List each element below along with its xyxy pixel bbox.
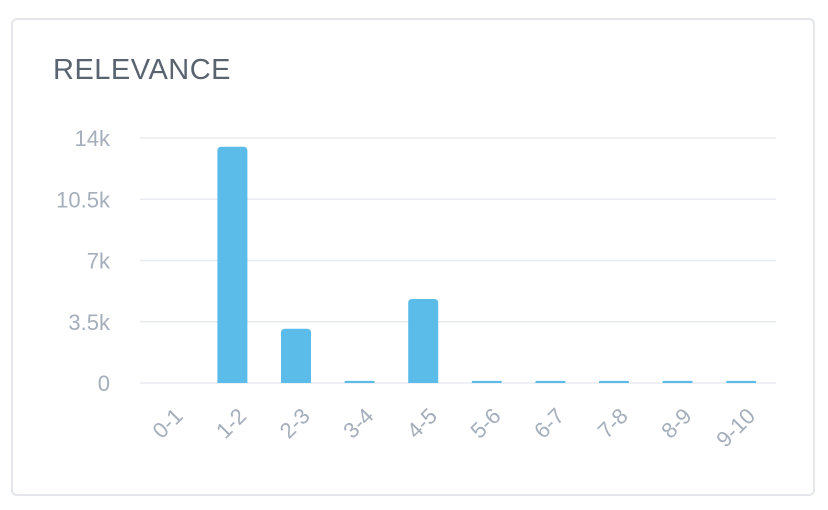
chart-title: RELEVANCE — [53, 54, 232, 86]
y-tick-label: 0 — [98, 371, 110, 396]
x-tick-label: 6-7 — [529, 403, 569, 443]
relevance-card: RELEVANCE — [11, 18, 815, 496]
x-tick-label: 0-1 — [147, 403, 187, 443]
x-tick-label: 3-4 — [338, 403, 378, 443]
bars — [217, 146, 757, 383]
bar-9-10[interactable] — [726, 380, 757, 383]
y-tick-label: 7k — [87, 249, 111, 274]
bar-8-9[interactable] — [662, 380, 693, 383]
bar-7-8[interactable] — [599, 380, 629, 383]
x-tick-label: 7-8 — [593, 403, 633, 443]
x-tick-label: 8-9 — [656, 403, 696, 443]
y-tick-label: 14k — [75, 126, 111, 151]
bar-5-6[interactable] — [471, 380, 502, 383]
bar-6-7[interactable] — [535, 380, 566, 383]
bar-2-3[interactable] — [281, 328, 311, 383]
x-tick-label: 9-10 — [711, 403, 760, 452]
bar-4-5[interactable] — [408, 299, 439, 383]
x-tick-label: 5-6 — [465, 403, 505, 443]
y-tick-label: 10.5k — [56, 187, 111, 212]
bar-1-2[interactable] — [217, 146, 248, 383]
bar-3-4[interactable] — [344, 380, 375, 383]
y-axis-ticks: 0 3.5k 7k 10.5k 14k — [56, 126, 111, 396]
x-tick-label: 2-3 — [275, 403, 315, 443]
x-tick-label: 4-5 — [402, 403, 442, 443]
x-tick-label: 1-2 — [211, 403, 251, 443]
x-axis-ticks: 0-1 1-2 2-3 3-4 4-5 5-6 6-7 7-8 8-9 9-10 — [147, 403, 760, 452]
y-tick-label: 3.5k — [68, 310, 111, 335]
